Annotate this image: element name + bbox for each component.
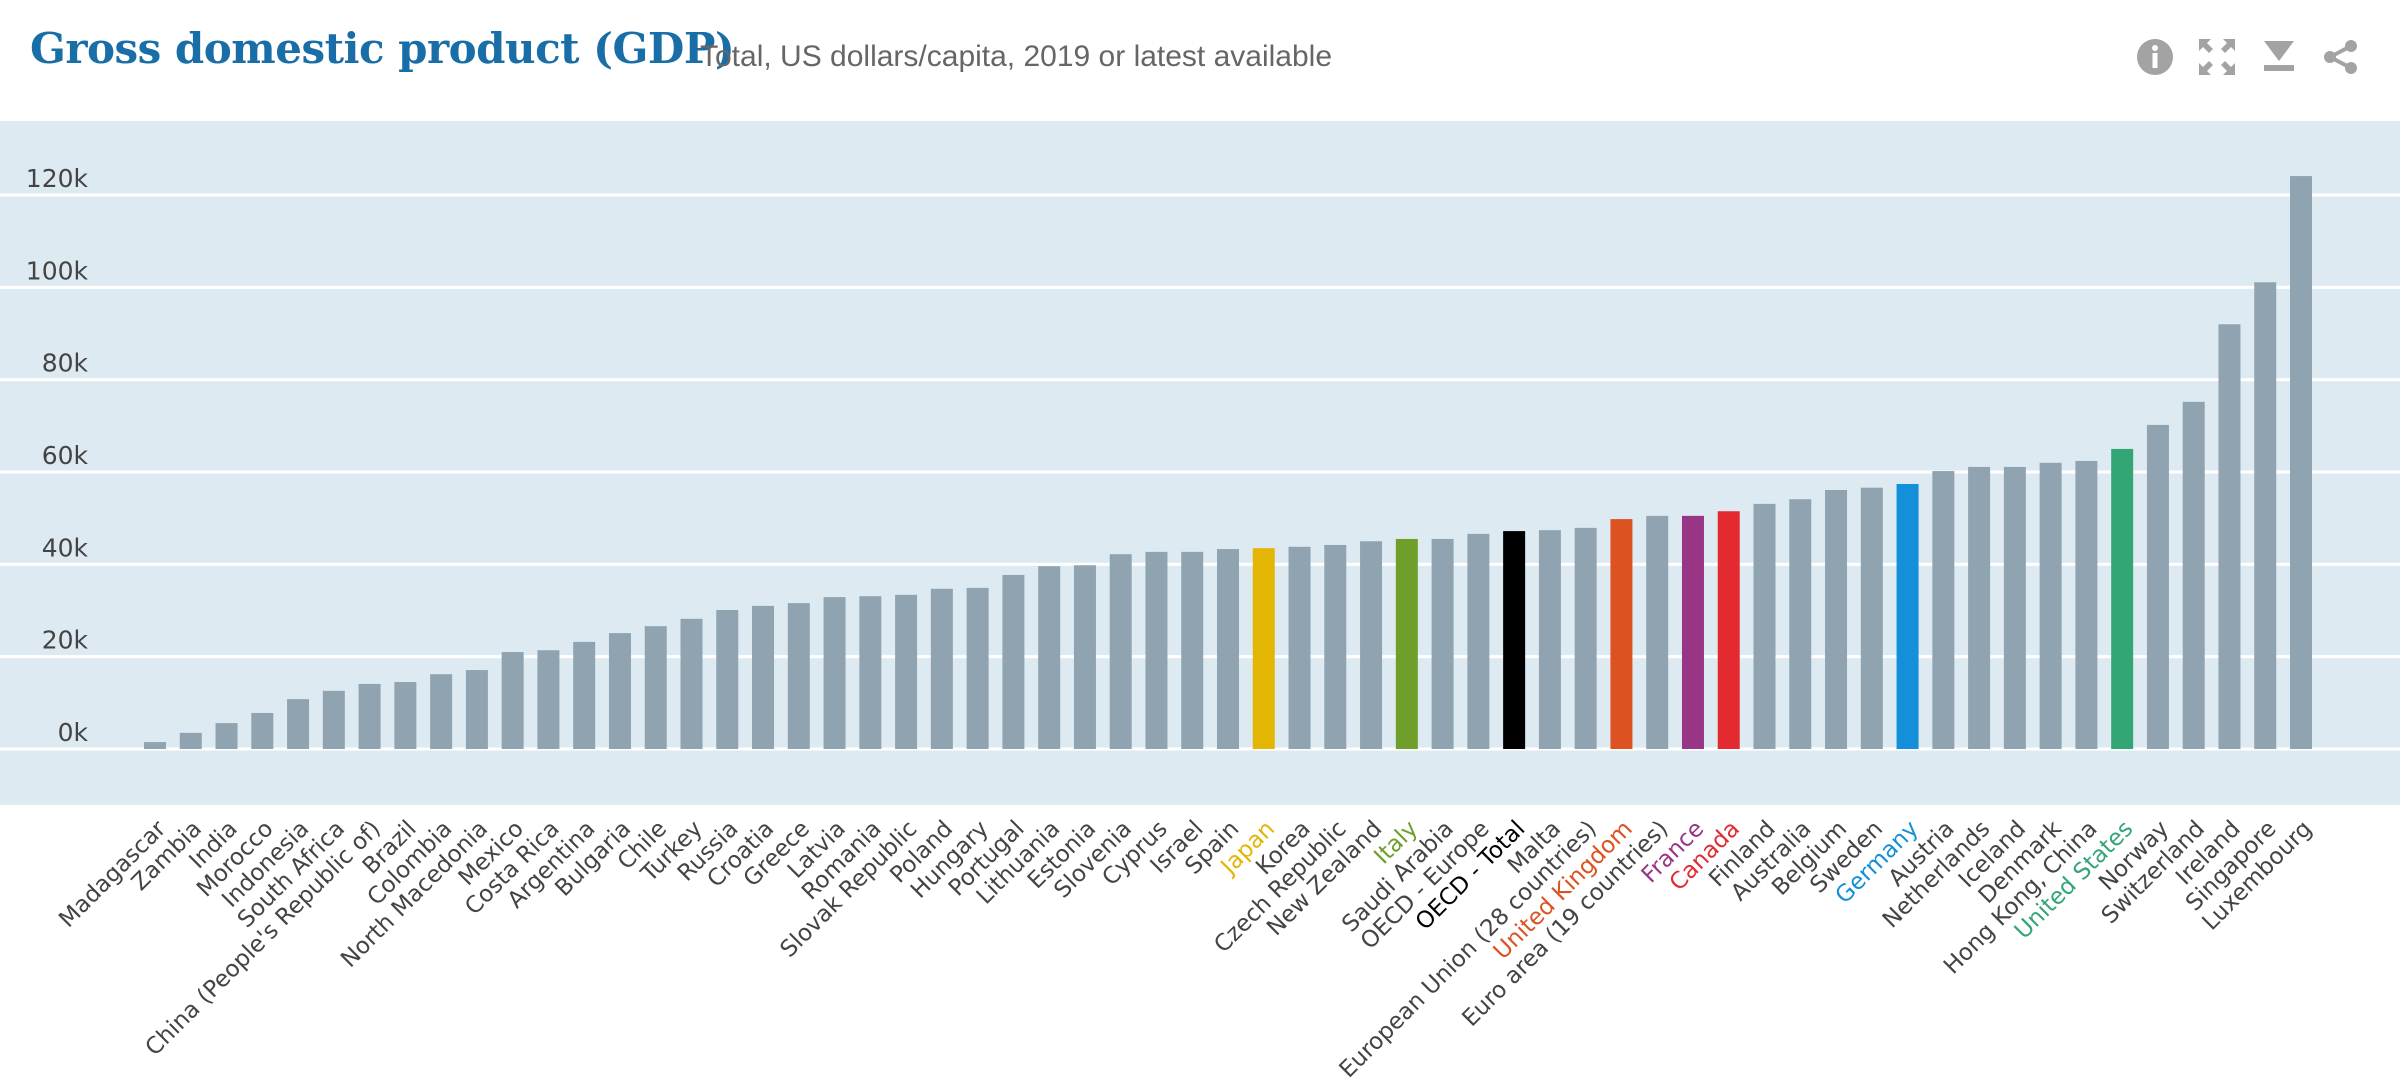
bar[interactable]: Portugal: 37.7k <box>1002 574 1025 749</box>
bar[interactable]: OECD - Total: 47.2k <box>1503 531 1526 749</box>
bar[interactable]: Lithuania: 39.6k <box>1038 566 1061 749</box>
bar[interactable]: Brazil: 14.5k <box>394 682 417 749</box>
chart-subtitle: Total, US dollars/capita, 2019 or latest… <box>700 40 1333 73</box>
bar[interactable]: Belgium: 56.1k <box>1825 490 1848 749</box>
bar[interactable]: Estonia: 39.8k <box>1073 565 1096 749</box>
bar[interactable]: Poland: 34.7k <box>930 588 953 749</box>
bar[interactable]: Saudi Arabia: 45.5k <box>1431 538 1454 749</box>
bar[interactable]: Romania: 33.1k <box>859 596 882 749</box>
bar[interactable]: Turkey: 28.2k <box>680 618 703 749</box>
bar[interactable]: Malta: 47.4k <box>1538 530 1561 749</box>
bar[interactable]: Switzerland: 75.2k <box>2182 401 2205 749</box>
bar[interactable]: Madagascar: 1.5k <box>144 742 166 749</box>
bar[interactable]: Finland: 53.1k <box>1753 503 1776 749</box>
bar[interactable]: Costa Rica: 21.4k <box>537 650 560 749</box>
bar[interactable]: Spain: 43.3k <box>1217 549 1239 749</box>
bar[interactable]: Australia: 54.1k <box>1789 499 1812 749</box>
bar[interactable]: Hong Kong, China: 62.4k <box>2075 460 2098 749</box>
info-icon[interactable] <box>2136 38 2174 76</box>
x-axis-labels: MadagascarZambiaIndiaMoroccoIndonesiaSou… <box>54 815 2317 1080</box>
gridline <box>0 285 2400 289</box>
bar[interactable]: Argentina: 23.2k <box>573 641 596 749</box>
bar[interactable]: Korea: 43.8k <box>1288 546 1311 749</box>
bar[interactable]: Denmark: 62k <box>2039 462 2062 749</box>
bar[interactable]: Israel: 42.7k <box>1181 551 1204 749</box>
y-tick-label: 100k <box>26 256 89 285</box>
bar[interactable]: Morocco: 7.8k <box>251 712 274 749</box>
bar[interactable]: Singapore: 101.1k <box>2254 282 2277 749</box>
bar[interactable]: Norway: 70.2k <box>2146 424 2169 749</box>
bar[interactable]: Latvia: 32.9k <box>823 597 846 749</box>
bar[interactable]: India: 5.6k <box>215 723 238 749</box>
bar[interactable]: Chile: 26.6k <box>644 626 667 749</box>
bar[interactable]: Iceland: 61.1k <box>2003 466 2026 749</box>
fullscreen-icon[interactable] <box>2198 38 2236 76</box>
bars: Madagascar: 1.5k Zambia: 3.5k India: 5.6k M… <box>144 176 2312 750</box>
bar[interactable]: Euro area (19 countries): 50.5k <box>1646 515 1669 749</box>
y-tick-label: 80k <box>42 349 89 378</box>
y-axis-ticks: 0k 20k 40k 60k 80k 100k 120k <box>26 164 89 747</box>
bar[interactable]: Croatia: 31k <box>752 605 775 749</box>
bar[interactable]: Colombia: 16.2k <box>430 674 453 749</box>
bar[interactable]: Japan: 43.5k <box>1252 548 1275 749</box>
bar[interactable]: Slovak Republic: 33.4k <box>895 594 918 749</box>
bar[interactable]: Canada: 51.5k <box>1717 511 1740 749</box>
y-tick-label: 120k <box>26 164 89 193</box>
bar[interactable]: Mexico: 21k <box>501 652 524 749</box>
bar[interactable]: Hungary: 34.9k <box>966 587 989 749</box>
chart-header: Gross domestic product (GDP) Total, US d… <box>0 0 2400 120</box>
gridline <box>0 193 2400 197</box>
share-icon[interactable] <box>2322 38 2360 76</box>
bar[interactable]: Czech Republic: 44.2k <box>1324 544 1347 749</box>
gridline <box>0 470 2400 474</box>
bar[interactable]: South Africa: 12.6k <box>322 690 345 749</box>
chart-title: Gross domestic product (GDP) <box>30 24 735 73</box>
bar[interactable]: Netherlands: 61.1k <box>1968 466 1991 749</box>
bar[interactable]: Italy: 45.5k <box>1395 538 1418 749</box>
y-tick-label: 0k <box>58 718 89 747</box>
y-tick-label: 40k <box>42 533 89 562</box>
bar[interactable]: United Kingdom: 49.8k <box>1610 519 1633 749</box>
download-icon[interactable] <box>2260 38 2298 76</box>
bar[interactable]: Germany: 57.4k <box>1896 484 1919 749</box>
bar[interactable]: Luxembourg: 124.1k <box>2290 176 2312 750</box>
bar[interactable]: Slovenia: 42.2k <box>1109 554 1132 749</box>
gridline <box>0 378 2400 382</box>
bar[interactable]: North Macedonia: 17.1k <box>465 670 488 749</box>
bar[interactable]: Greece: 31.6k <box>787 603 810 749</box>
bar[interactable]: Bulgaria: 25.1k <box>608 633 631 749</box>
bar[interactable]: OECD - Europe: 46.6k <box>1467 533 1490 749</box>
y-tick-label: 20k <box>42 626 89 655</box>
bar[interactable]: Indonesia: 10.8k <box>287 699 310 749</box>
bar[interactable]: Zambia: 3.5k <box>179 732 202 749</box>
bar[interactable]: European Union (28 countries): 47.9k <box>1574 527 1597 749</box>
bar[interactable]: New Zealand: 45k <box>1360 541 1383 749</box>
y-tick-label: 60k <box>42 441 89 470</box>
bar[interactable]: United States: 65k <box>2111 448 2134 749</box>
bar[interactable]: Austria: 60.2k <box>1932 471 1955 749</box>
bar[interactable]: Sweden: 56.6k <box>1860 487 1883 749</box>
bar[interactable]: Ireland: 92k <box>2218 324 2241 749</box>
bar[interactable]: Russia: 30.1k <box>716 610 739 749</box>
toolbar <box>2136 38 2360 76</box>
bar[interactable]: China (People's Republic of): 14.1k <box>358 683 381 749</box>
bar[interactable]: Cyprus: 42.7k <box>1145 551 1168 749</box>
bar[interactable]: France: 50.5k <box>1681 515 1704 749</box>
